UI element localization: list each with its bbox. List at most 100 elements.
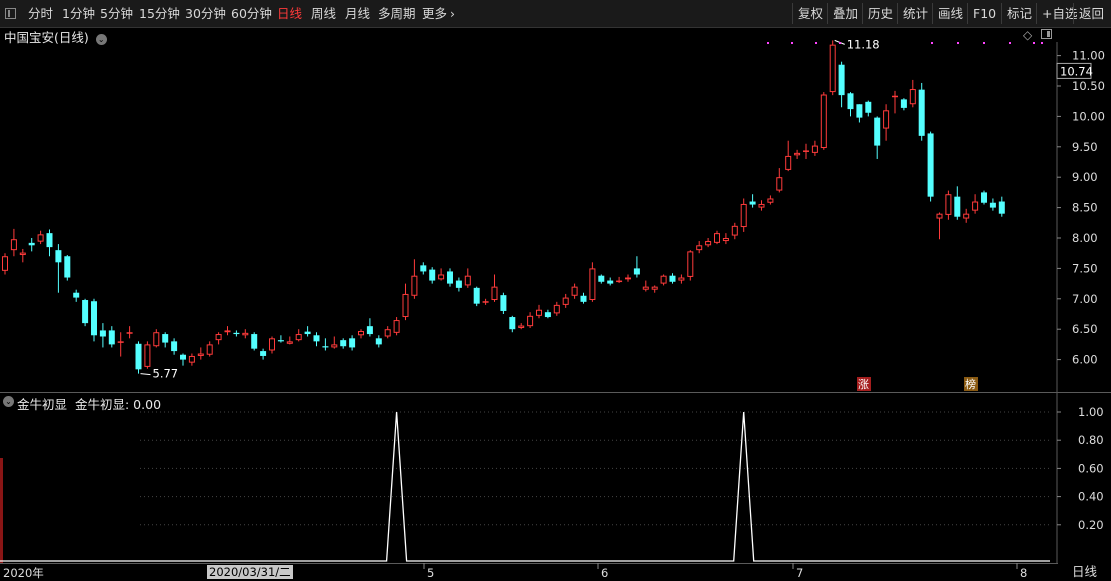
- price-tick-label: 9.00: [1072, 170, 1098, 184]
- signal-dot: [791, 42, 793, 44]
- period-tab-fenshi[interactable]: 分时: [28, 6, 54, 21]
- candle-down: [251, 334, 258, 349]
- candle-up: [892, 95, 898, 98]
- period-tab-60min[interactable]: 60分钟: [231, 6, 272, 21]
- stats-button[interactable]: 统计: [897, 3, 933, 24]
- candle-up: [402, 293, 409, 318]
- candle-down: [304, 331, 311, 335]
- candle-up: [705, 241, 712, 246]
- signal-dot: [983, 42, 985, 44]
- candle-up: [2, 256, 8, 271]
- candle-up: [215, 334, 222, 341]
- candle-up: [945, 194, 952, 215]
- candle-up: [10, 239, 17, 251]
- diamond-icon[interactable]: ◇: [1023, 28, 1033, 42]
- candle-down: [749, 201, 756, 205]
- candle-down: [900, 99, 907, 108]
- signal-dot: [767, 42, 769, 44]
- period-tab-multi[interactable]: 多周期: [378, 6, 416, 21]
- date-tick-label: 8: [1020, 566, 1027, 580]
- candle-up: [571, 286, 578, 296]
- panel-layout-icon[interactable]: [1041, 29, 1052, 39]
- history-button[interactable]: 历史: [862, 3, 898, 24]
- signal-dot: [957, 42, 959, 44]
- candle-up: [776, 177, 783, 191]
- period-tab-weekly[interactable]: 周线: [311, 6, 337, 21]
- candle-up: [616, 280, 623, 283]
- candle-up: [651, 286, 658, 290]
- candle-down: [874, 117, 881, 146]
- candle-down: [375, 338, 382, 345]
- signal-dot: [1009, 42, 1011, 44]
- candle-down: [455, 280, 462, 288]
- max-price-label: 11.18: [847, 37, 880, 51]
- candle-up: [286, 341, 293, 344]
- indicator-tick-label: 0.20: [1078, 518, 1104, 532]
- candle-down: [180, 354, 186, 360]
- period-tab-5min[interactable]: 5分钟: [100, 6, 133, 21]
- indicator-tick-label: 0.80: [1078, 433, 1104, 447]
- price-tick-label: 6.50: [1072, 322, 1098, 336]
- candle-down: [633, 268, 640, 275]
- indicator-name: 金牛初显: [17, 397, 68, 412]
- candle-down: [313, 335, 320, 342]
- price-tick-label: 8.00: [1072, 231, 1098, 245]
- mark-button[interactable]: 标记: [1001, 3, 1037, 24]
- candle-down: [447, 271, 453, 284]
- period-tab-15min[interactable]: 15分钟: [139, 6, 180, 21]
- candle-up: [224, 330, 231, 333]
- period-tab-monthly[interactable]: 月线: [345, 6, 371, 21]
- fuquan-button[interactable]: 复权: [792, 3, 828, 24]
- draw-line-button[interactable]: 画线: [932, 3, 968, 24]
- candle-down: [135, 343, 142, 370]
- add-watchlist-button[interactable]: +自选: [1036, 3, 1082, 24]
- indicator-layer: 0.20 0.40 0.60 0.80 1.00: [0, 405, 1104, 562]
- candle-up: [438, 274, 445, 280]
- sidebar-toggle-icon[interactable]: [5, 8, 16, 19]
- indicator-tick-label: 0.60: [1078, 461, 1104, 475]
- current-price-label: 10.74: [1060, 64, 1093, 78]
- candle-up: [767, 198, 774, 203]
- candle-down: [607, 280, 614, 284]
- candle-up: [589, 268, 596, 301]
- candle-up: [714, 233, 720, 243]
- candle-down: [580, 295, 587, 302]
- candle-up: [625, 277, 631, 280]
- back-button[interactable]: 返回: [1073, 3, 1109, 24]
- overlay-button[interactable]: 叠加: [827, 3, 863, 24]
- candles-layer: [2, 40, 1005, 374]
- candle-up: [785, 155, 792, 170]
- candle-up: [740, 203, 747, 228]
- price-tick-label: 8.50: [1072, 201, 1098, 215]
- candle-up: [482, 301, 489, 303]
- signal-dot: [931, 42, 933, 44]
- candle-down: [981, 192, 987, 203]
- price-tick-label: 7.50: [1072, 261, 1098, 275]
- date-tick-label: 2020年: [3, 566, 44, 580]
- circle-chevron-down-icon[interactable]: ⌄: [3, 396, 14, 407]
- candle-up: [331, 344, 338, 348]
- period-tab-30min[interactable]: 30分钟: [185, 6, 226, 21]
- candle-down: [509, 317, 516, 330]
- circle-chevron-down-icon[interactable]: ⌄: [95, 34, 107, 45]
- date-axis: 2020年 5 6 7 8: [3, 563, 1027, 580]
- chart-frame: [0, 42, 1111, 564]
- period-tab-1min[interactable]: 1分钟: [62, 6, 95, 21]
- candle-up: [491, 286, 498, 301]
- f10-button[interactable]: F10: [967, 3, 1001, 24]
- candle-up: [153, 332, 160, 347]
- candle-down: [91, 301, 97, 336]
- candle-up: [696, 245, 703, 251]
- period-tab-daily[interactable]: 日线: [277, 6, 303, 21]
- stock-name-period: 中国宝安(日线): [4, 30, 89, 45]
- candle-up: [811, 145, 818, 153]
- candle-up: [553, 304, 560, 314]
- period-tab-more[interactable]: 更多 ›: [422, 0, 455, 28]
- candle-down: [500, 295, 507, 311]
- period-button[interactable]: 日线: [1058, 563, 1111, 581]
- date-tick-label: 5: [427, 566, 434, 580]
- candle-down: [838, 64, 845, 96]
- event-tag-bg: [857, 377, 871, 391]
- candle-down: [366, 326, 373, 335]
